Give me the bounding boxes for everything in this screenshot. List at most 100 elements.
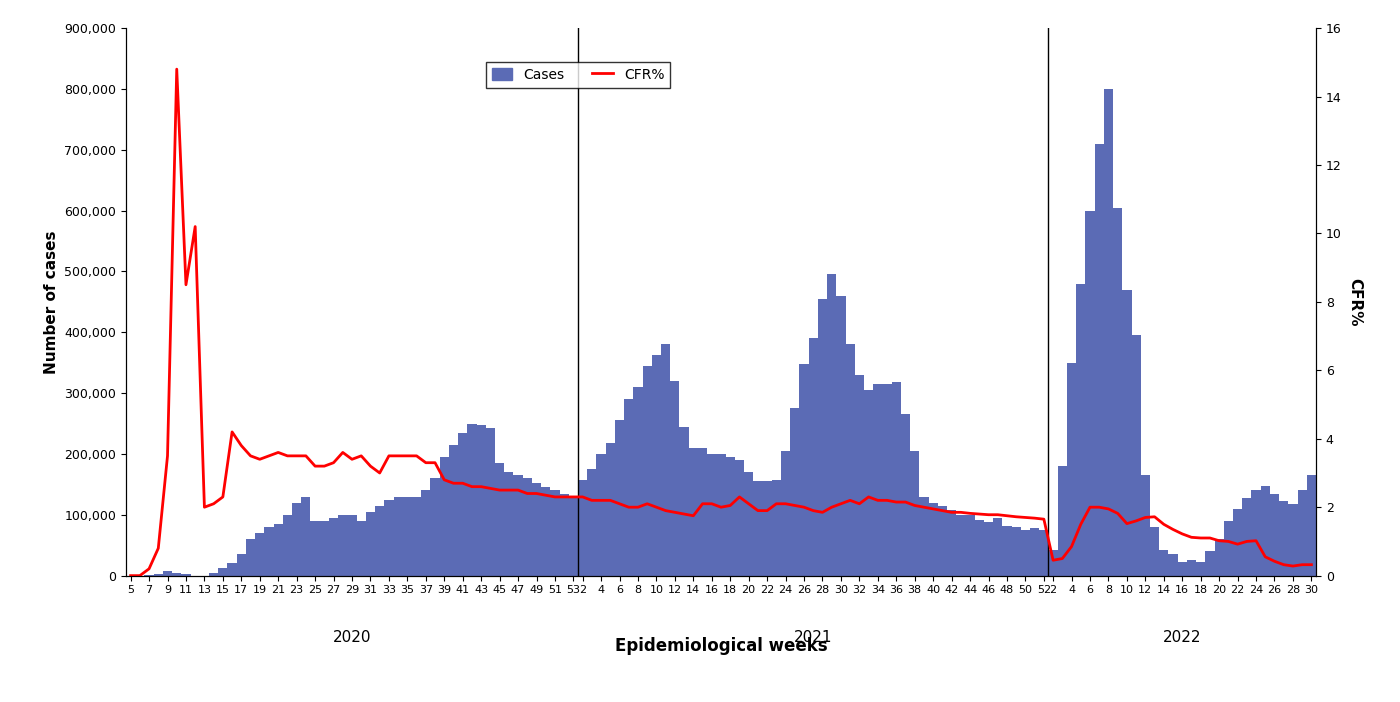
Bar — [403, 496, 412, 576]
Bar — [1123, 290, 1131, 576]
Bar — [375, 505, 384, 576]
Bar — [1187, 560, 1196, 576]
Bar — [1159, 550, 1169, 576]
Bar — [1196, 562, 1205, 576]
Bar — [689, 448, 699, 576]
Bar — [938, 505, 946, 576]
Bar — [1215, 539, 1224, 576]
Bar — [900, 414, 910, 576]
X-axis label: Epidemiological weeks: Epidemiological weeks — [615, 637, 827, 655]
Legend: Cases, CFR%: Cases, CFR% — [486, 62, 671, 88]
Bar — [827, 274, 836, 576]
Bar — [347, 515, 357, 576]
Bar — [357, 521, 365, 576]
Bar — [293, 503, 301, 576]
Bar — [679, 427, 689, 576]
Bar — [763, 482, 771, 576]
Bar — [560, 494, 568, 576]
Bar — [624, 399, 633, 576]
Bar — [606, 443, 615, 576]
Bar — [864, 390, 874, 576]
Bar — [790, 409, 799, 576]
Bar — [892, 382, 900, 576]
Bar — [209, 573, 218, 576]
Bar — [846, 345, 855, 576]
Bar — [339, 515, 347, 576]
Bar — [882, 384, 892, 576]
Bar — [1021, 530, 1030, 576]
Bar — [1242, 498, 1252, 576]
Bar — [818, 299, 827, 576]
Bar — [237, 555, 246, 576]
Bar — [449, 445, 458, 576]
Bar — [218, 569, 227, 576]
Bar — [984, 522, 993, 576]
Bar — [781, 451, 790, 576]
Bar — [154, 574, 162, 576]
Bar — [753, 482, 763, 576]
Bar — [652, 355, 661, 576]
Bar — [162, 571, 172, 576]
Bar — [966, 515, 974, 576]
Bar — [661, 345, 671, 576]
Bar — [1131, 336, 1141, 576]
Bar — [542, 487, 550, 576]
Bar — [319, 521, 329, 576]
Bar — [504, 472, 514, 576]
Bar — [717, 454, 725, 576]
Bar — [568, 496, 578, 576]
Bar — [1085, 211, 1095, 576]
Bar — [836, 296, 846, 576]
Bar — [227, 564, 237, 576]
Bar — [430, 478, 440, 576]
Bar — [587, 469, 596, 576]
Bar — [1224, 521, 1233, 576]
Bar — [365, 512, 375, 576]
Bar — [468, 423, 476, 576]
Bar — [393, 496, 403, 576]
Bar — [643, 366, 652, 576]
Bar — [255, 533, 265, 576]
Bar — [1058, 466, 1067, 576]
Bar — [910, 451, 920, 576]
Bar — [596, 454, 606, 576]
Bar — [1095, 144, 1103, 576]
Bar — [412, 496, 421, 576]
Bar — [1288, 504, 1298, 576]
Bar — [1113, 208, 1123, 576]
Bar — [855, 375, 864, 576]
Bar — [273, 524, 283, 576]
Bar — [476, 425, 486, 576]
Text: 2021: 2021 — [794, 630, 833, 645]
Bar — [633, 387, 643, 576]
Bar — [1030, 528, 1039, 576]
Bar — [440, 457, 449, 576]
Bar — [946, 510, 956, 576]
Bar — [799, 364, 809, 576]
Bar — [1012, 527, 1021, 576]
Bar — [458, 432, 468, 576]
Bar — [1205, 551, 1215, 576]
Bar — [874, 384, 882, 576]
Bar — [771, 479, 781, 576]
Bar — [421, 491, 430, 576]
Bar — [1270, 494, 1280, 576]
Bar — [1067, 363, 1077, 576]
Bar — [1177, 562, 1187, 576]
Bar — [707, 454, 717, 576]
Bar — [956, 515, 966, 576]
Y-axis label: CFR%: CFR% — [1347, 277, 1362, 326]
Bar — [928, 503, 938, 576]
Bar — [486, 428, 496, 576]
Bar — [1252, 491, 1260, 576]
Bar — [1280, 501, 1288, 576]
Bar — [699, 448, 707, 576]
Bar — [615, 420, 624, 576]
Bar — [246, 539, 255, 576]
Bar — [993, 518, 1002, 576]
Bar — [671, 381, 679, 576]
Bar — [1039, 530, 1049, 576]
Y-axis label: Number of cases: Number of cases — [43, 230, 59, 373]
Bar — [920, 496, 928, 576]
Bar — [809, 338, 818, 576]
